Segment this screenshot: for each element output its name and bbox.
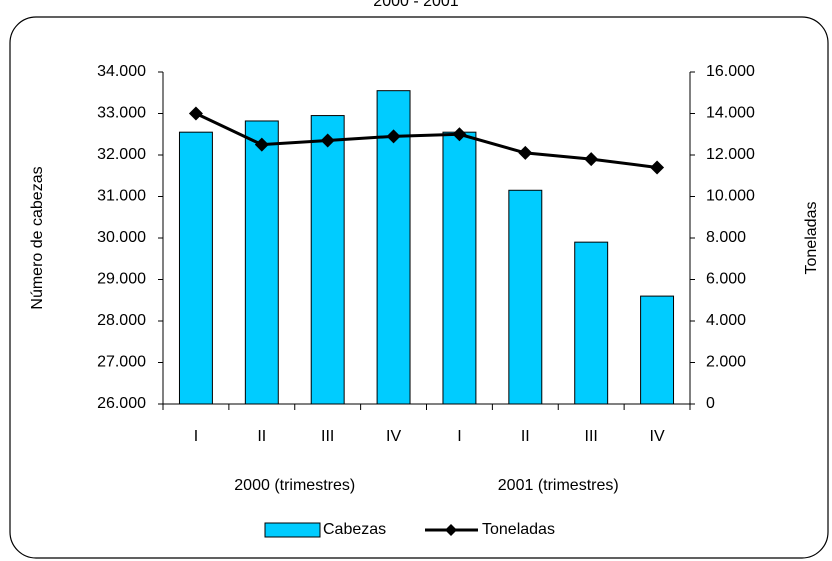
y-tick-label: 26.000 [97,395,146,412]
marker [452,127,467,142]
chart-frame [9,16,829,559]
bar [442,131,477,405]
y-tick-label: 33.000 [97,105,146,122]
y-tick-label: 27.000 [97,354,146,371]
legend-marker [445,524,457,536]
y-tick-label: 29.000 [97,271,146,288]
bar [310,115,345,405]
y2-axis-label: Toneladas [803,202,820,275]
bar [574,241,609,405]
bar [640,295,675,405]
x-tick-label: II [521,428,530,445]
y-tick-label: 31.000 [97,188,146,205]
marker [254,137,269,152]
y2-tick-label: 10.000 [706,188,755,205]
chart-title: 2000 - 2001 [373,0,459,10]
bar [178,131,213,405]
bar [244,120,279,405]
x-tick-label: IV [650,428,665,445]
legend-label: Toneladas [482,521,555,538]
y-tick-label: 30.000 [97,229,146,246]
marker [650,160,665,175]
x-tick-label: I [457,428,461,445]
y2-tick-label: 8.000 [706,229,746,246]
marker [386,129,401,144]
marker [584,152,599,167]
x-tick-label: III [321,428,334,445]
y2-tick-label: 4.000 [706,312,746,329]
y2-tick-label: 6.000 [706,271,746,288]
legend-swatch [264,522,321,538]
bar [508,189,543,405]
y2-tick-label: 14.000 [706,105,755,122]
legend-label: Cabezas [323,521,386,538]
x-tick-label: II [257,428,266,445]
marker [188,106,203,121]
y-tick-label: 34.000 [97,63,146,80]
line [195,112,658,169]
y2-tick-label: 0 [706,395,715,412]
y-axis-label: Número de cabezas [29,166,46,309]
marker [320,133,335,148]
marker [518,145,533,160]
x-tick-label: IV [386,428,401,445]
x-tick-label: I [194,428,198,445]
y-tick-label: 28.000 [97,312,146,329]
group-label: 2000 (trimestres) [234,477,355,494]
group-label: 2001 (trimestres) [498,477,619,494]
y2-tick-label: 2.000 [706,354,746,371]
x-tick-label: III [585,428,598,445]
y-tick-label: 32.000 [97,146,146,163]
y2-tick-label: 12.000 [706,146,755,163]
y2-tick-label: 16.000 [706,63,755,80]
